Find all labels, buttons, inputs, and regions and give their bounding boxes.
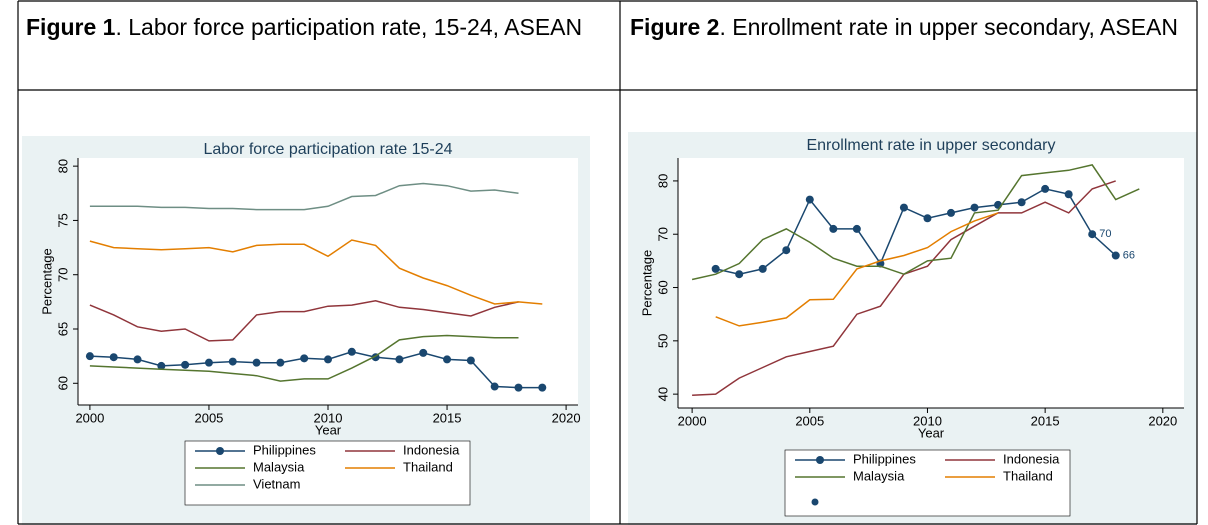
point [829,224,838,233]
legend-label: Thailand [403,459,453,474]
point [1111,251,1120,260]
point [85,352,94,361]
point [538,383,547,392]
point [181,360,190,369]
y-tick-label: 75 [55,213,70,227]
y-tick-label: 80 [655,174,670,188]
legend-label: Malaysia [853,468,905,483]
table-borders [17,0,1198,525]
y-axis-title: Percentage [39,248,54,315]
point [852,224,861,233]
x-tick-label: 2000 [75,410,104,425]
legend-box [784,449,1071,517]
series-line [89,334,519,382]
legend-label: Malaysia [253,459,305,474]
legend-label: Philippines [853,451,916,466]
legend-label: Vietnam [253,476,300,491]
y-tick-label: 60 [655,280,670,294]
point [109,353,118,362]
point [970,203,979,212]
point [419,348,428,357]
point [923,214,932,223]
figure-text: . Enrollment rate in upper secondary, AS… [719,14,1178,40]
series-line [715,212,999,327]
point [899,203,908,212]
point [1064,190,1073,199]
series-line [89,182,519,211]
y-tick-label: 80 [55,159,70,173]
y-axis-title: Percentage [639,250,654,317]
x-tick-label: 2000 [678,413,707,428]
figure-caption: Figure 1. Labor force participation rate… [26,8,606,46]
x-tick-label: 2005 [194,410,223,425]
point [157,361,166,370]
legend-label: Philippines [253,442,316,457]
point [1088,230,1097,239]
legend-label: Indonesia [403,442,460,457]
figure-caption: Figure 2. Enrollment rate in upper secon… [630,8,1190,46]
x-tick-label: 2020 [552,410,581,425]
chart-title: Labor force participation rate 15-24 [203,141,452,158]
legend-label: Indonesia [1003,451,1060,466]
y-tick-label: 50 [655,334,670,348]
point [514,383,523,392]
figure-label: Figure 1 [26,14,116,40]
point [1017,198,1026,207]
point [443,355,452,364]
point [133,355,142,364]
legend-marker [216,447,224,455]
data-label: 66 [1123,249,1135,261]
y-tick-label: 60 [55,376,70,390]
point [947,208,956,217]
legend-marker [816,456,824,464]
figure-text: . Labor force participation rate, 15-24,… [115,14,583,40]
series-line [691,164,1140,281]
point [228,357,237,366]
point [300,354,309,363]
x-axis-title: Year [918,425,945,440]
point [324,355,332,364]
plot-area [678,158,1184,408]
data-label: 70 [1099,228,1111,240]
x-tick-label: 2015 [1031,413,1060,428]
point [466,356,475,365]
y-tick-label: 65 [55,322,70,336]
x-tick-label: 2015 [433,410,462,425]
point [276,358,285,367]
plot-area [78,158,578,405]
series-line [89,300,519,342]
point [805,195,814,204]
y-tick-label: 70 [655,227,670,241]
point [711,264,720,273]
point [1041,184,1050,193]
series-line [89,239,543,305]
point [735,270,744,279]
point [347,347,356,356]
point [782,246,791,255]
point [490,382,499,391]
x-tick-label: 2010 [314,410,343,425]
chart-title: Enrollment rate in upper secondary [806,137,1055,154]
y-tick-label: 40 [655,387,670,401]
point [204,358,213,367]
point [758,264,767,273]
y-tick-label: 70 [55,267,70,281]
figure-label: Figure 2 [630,14,720,40]
legend-marker [811,498,819,506]
point [252,358,261,367]
x-tick-label: 2005 [795,413,824,428]
x-axis-title: Year [315,422,342,437]
point [395,355,404,364]
legend-label: Thailand [1003,468,1053,483]
x-tick-label: 2020 [1148,413,1177,428]
x-tick-label: 2010 [913,413,942,428]
